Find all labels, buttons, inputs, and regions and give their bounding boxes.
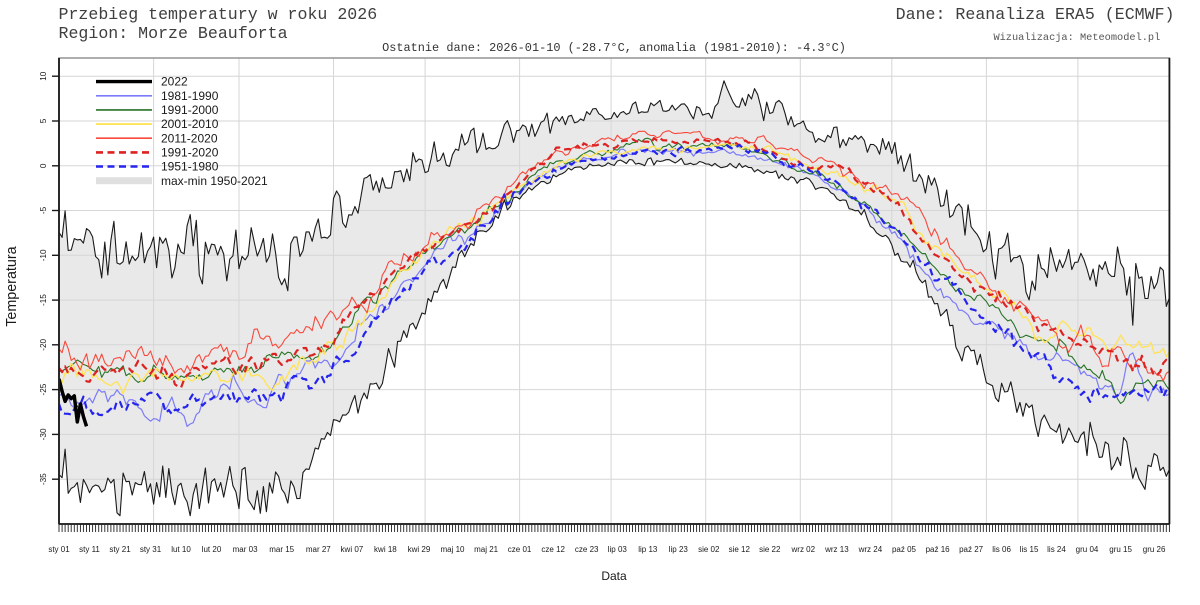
svg-text:Ostatnie dane: 2026-01-10 (-28: Ostatnie dane: 2026-01-10 (-28.7°C, anom… — [382, 41, 846, 55]
svg-text:sie 22: sie 22 — [759, 545, 781, 554]
svg-text:maj 21: maj 21 — [474, 545, 499, 554]
svg-text:kwi 07: kwi 07 — [341, 545, 364, 554]
svg-text:2011-2020: 2011-2020 — [161, 131, 218, 145]
svg-text:sie 12: sie 12 — [729, 545, 751, 554]
svg-text:mar 27: mar 27 — [306, 545, 331, 554]
svg-text:0: 0 — [39, 163, 48, 168]
svg-text:lip 03: lip 03 — [608, 545, 628, 554]
svg-text:2022: 2022 — [161, 75, 188, 89]
svg-text:lis 24: lis 24 — [1047, 545, 1066, 554]
svg-text:kwi 18: kwi 18 — [374, 545, 397, 554]
svg-text:Przebieg temperatury w roku 20: Przebieg temperatury w roku 2026 — [59, 5, 378, 24]
svg-text:1991-2020: 1991-2020 — [161, 146, 219, 160]
svg-text:lut 20: lut 20 — [202, 545, 222, 554]
svg-text:lip 13: lip 13 — [638, 545, 658, 554]
svg-text:gru 15: gru 15 — [1109, 545, 1132, 554]
svg-text:sty 31: sty 31 — [140, 545, 162, 554]
svg-text:max-min 1950-2021: max-min 1950-2021 — [161, 174, 268, 188]
svg-text:paź 27: paź 27 — [959, 545, 984, 554]
svg-text:-25: -25 — [39, 383, 48, 395]
svg-text:lis 06: lis 06 — [992, 545, 1011, 554]
svg-text:1981-1990: 1981-1990 — [161, 89, 219, 103]
svg-text:-30: -30 — [39, 428, 48, 440]
svg-text:Dane: Reanaliza ERA5 (ECMWF): Dane: Reanaliza ERA5 (ECMWF) — [896, 5, 1175, 24]
svg-text:mar 15: mar 15 — [269, 545, 294, 554]
svg-text:-35: -35 — [39, 473, 48, 485]
svg-text:sty 01: sty 01 — [48, 545, 70, 554]
svg-text:lis 15: lis 15 — [1020, 545, 1039, 554]
svg-text:Wizualizacja: Meteomodel.pl: Wizualizacja: Meteomodel.pl — [993, 32, 1160, 44]
svg-text:Temperatura: Temperatura — [4, 246, 20, 326]
svg-text:cze 01: cze 01 — [508, 545, 532, 554]
svg-text:cze 23: cze 23 — [575, 545, 599, 554]
svg-text:-10: -10 — [39, 249, 48, 261]
svg-text:cze 12: cze 12 — [541, 545, 565, 554]
svg-text:wrz 13: wrz 13 — [824, 545, 849, 554]
svg-text:wrz 24: wrz 24 — [858, 545, 883, 554]
svg-text:kwi 29: kwi 29 — [408, 545, 431, 554]
svg-text:gru 26: gru 26 — [1143, 545, 1166, 554]
svg-text:lip 23: lip 23 — [669, 545, 689, 554]
svg-text:10: 10 — [39, 71, 48, 81]
svg-text:-20: -20 — [39, 338, 48, 350]
svg-text:Region: Morze Beauforta: Region: Morze Beauforta — [59, 24, 288, 43]
svg-text:-15: -15 — [39, 294, 48, 306]
svg-text:-5: -5 — [39, 206, 48, 214]
svg-text:Data: Data — [601, 569, 627, 583]
svg-text:lut 10: lut 10 — [171, 545, 191, 554]
svg-text:2001-2010: 2001-2010 — [161, 117, 219, 131]
svg-text:paź 05: paź 05 — [892, 545, 917, 554]
svg-text:sty 21: sty 21 — [109, 545, 131, 554]
svg-text:paź 16: paź 16 — [926, 545, 951, 554]
svg-text:sty 11: sty 11 — [79, 545, 100, 554]
svg-text:5: 5 — [39, 118, 48, 123]
svg-text:gru 04: gru 04 — [1076, 545, 1099, 554]
svg-text:mar 03: mar 03 — [233, 545, 258, 554]
svg-text:1951-1980: 1951-1980 — [161, 160, 219, 174]
svg-text:1991-2000: 1991-2000 — [161, 103, 219, 117]
svg-text:sie 02: sie 02 — [698, 545, 720, 554]
svg-text:maj 10: maj 10 — [440, 545, 465, 554]
svg-text:wrz 02: wrz 02 — [791, 545, 816, 554]
